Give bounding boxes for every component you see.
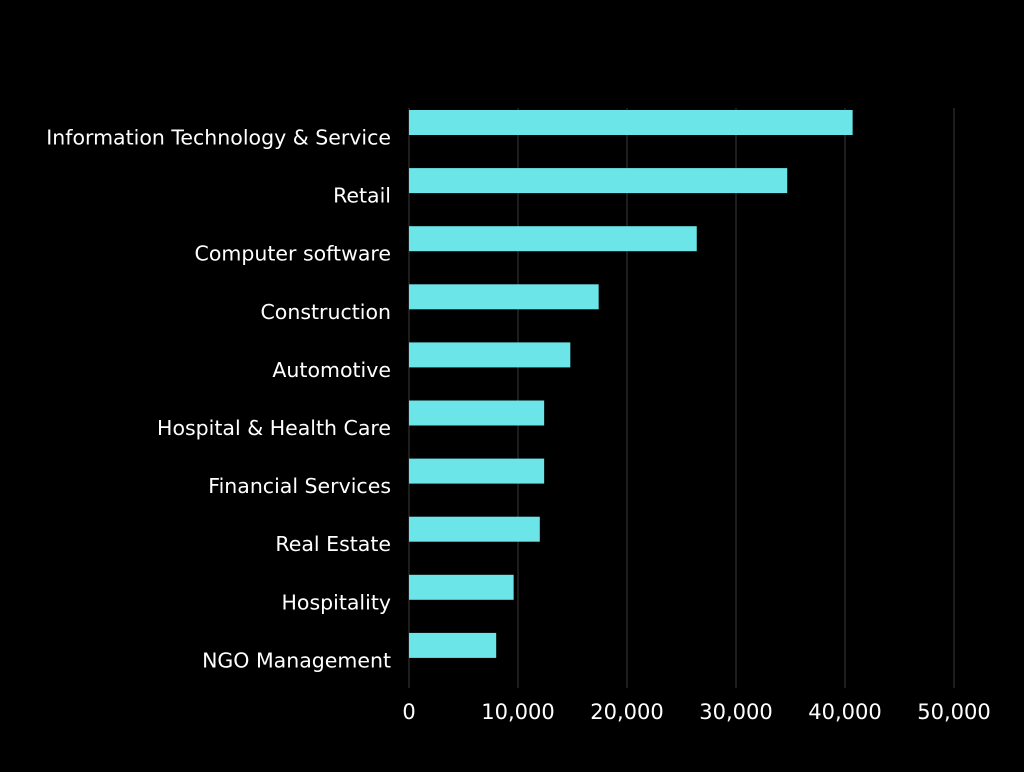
category-label-6: Financial Services	[208, 474, 391, 498]
category-label-9: NGO Management	[202, 648, 391, 672]
category-label-1: Retail	[333, 184, 391, 208]
x-tick-label-0: 0	[402, 700, 415, 724]
x-tick-label-2: 20,000	[590, 700, 663, 724]
category-label-8: Hospitality	[281, 590, 391, 614]
bar-1	[409, 168, 788, 194]
bar-0	[409, 110, 853, 135]
bar-3	[409, 284, 599, 310]
bar-5	[409, 400, 545, 426]
bar-8	[409, 574, 514, 600]
category-label-2: Computer software	[195, 242, 391, 266]
category-label-3: Construction	[260, 300, 391, 324]
grid-lines	[408, 108, 955, 688]
bar-7	[409, 516, 540, 542]
category-label-4: Automotive	[272, 358, 391, 382]
x-tick-label-4: 40,000	[808, 700, 881, 724]
x-tick-label-1: 10,000	[481, 700, 554, 724]
x-tick-labels: 0 10,000 20,000 30,000 40,000 50,000	[402, 700, 990, 724]
category-labels: Information Technology & Service Retail Co…	[46, 126, 391, 673]
bars	[409, 110, 853, 658]
category-label-5: Hospital & Health Care	[157, 416, 391, 440]
category-label-7: Real Estate	[275, 532, 391, 556]
x-tick-label-5: 50,000	[917, 700, 990, 724]
bar-9	[409, 632, 497, 658]
bar-4	[409, 342, 571, 368]
bar-2	[409, 226, 697, 252]
bar-6	[409, 458, 545, 484]
category-label-0: Information Technology & Service	[46, 126, 391, 150]
x-tick-label-3: 30,000	[699, 700, 772, 724]
